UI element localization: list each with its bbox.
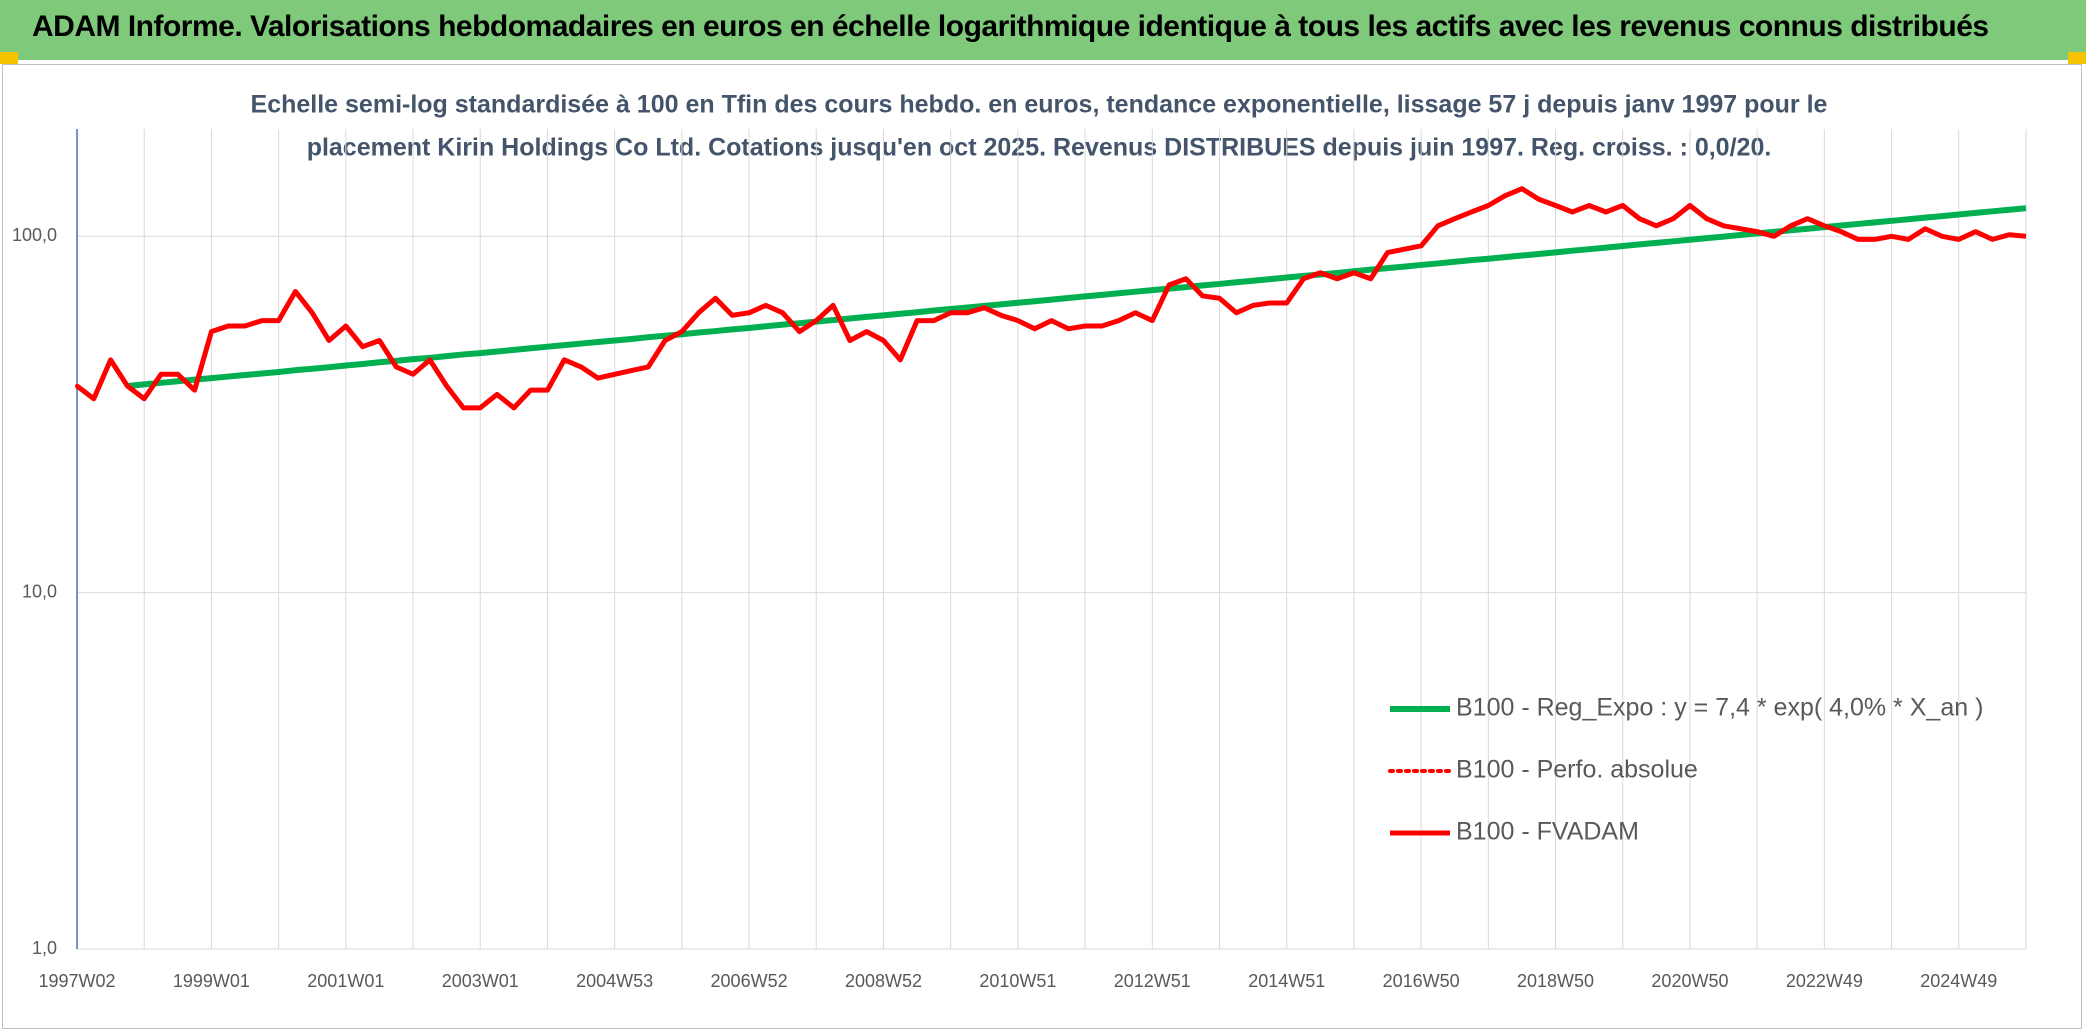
x-tick-label: 2004W53 [576, 971, 653, 991]
legend-label: B100 - Reg_Expo : y = 7,4 * exp( 4,0% * … [1456, 694, 1983, 722]
legend-label: B100 - Perfo. absolue [1456, 756, 1698, 784]
y-tick-label: 100,0 [12, 225, 57, 245]
header-bar: ADAM Informe. Valorisations hebdomadaire… [0, 0, 2086, 60]
series-line [75, 186, 2027, 411]
series-line [127, 205, 2027, 390]
x-tick-label: 2001W01 [307, 971, 384, 991]
chart-subtitle: placement Kirin Holdings Co Ltd. Cotatio… [307, 134, 1772, 162]
y-tick-label: 1,0 [32, 938, 57, 958]
x-tick-label: 2003W01 [442, 971, 519, 991]
chart-subtitle: Echelle semi-log standardisée à 100 en T… [251, 91, 1828, 119]
x-tick-label: 2010W51 [979, 971, 1056, 991]
x-tick-label: 2006W52 [711, 971, 788, 991]
chart-frame [2, 64, 2082, 1029]
x-tick-label: 2018W50 [1517, 971, 1594, 991]
corner-mark [0, 52, 18, 64]
x-tick-label: 2014W51 [1248, 971, 1325, 991]
x-tick-label: 2012W51 [1114, 971, 1191, 991]
x-tick-label: 2022W49 [1786, 971, 1863, 991]
x-tick-label: 2020W50 [1651, 971, 1728, 991]
x-tick-label: 2016W50 [1383, 971, 1460, 991]
header-title: ADAM Informe. Valorisations hebdomadaire… [32, 10, 1989, 43]
legend-label: B100 - FVADAM [1456, 818, 1639, 846]
x-tick-label: 2008W52 [845, 971, 922, 991]
y-tick-label: 10,0 [22, 581, 57, 601]
x-tick-label: 1999W01 [173, 971, 250, 991]
x-tick-label: 1997W02 [38, 971, 115, 991]
corner-mark [2068, 52, 2086, 64]
x-tick-label: 2024W49 [1920, 971, 1997, 991]
